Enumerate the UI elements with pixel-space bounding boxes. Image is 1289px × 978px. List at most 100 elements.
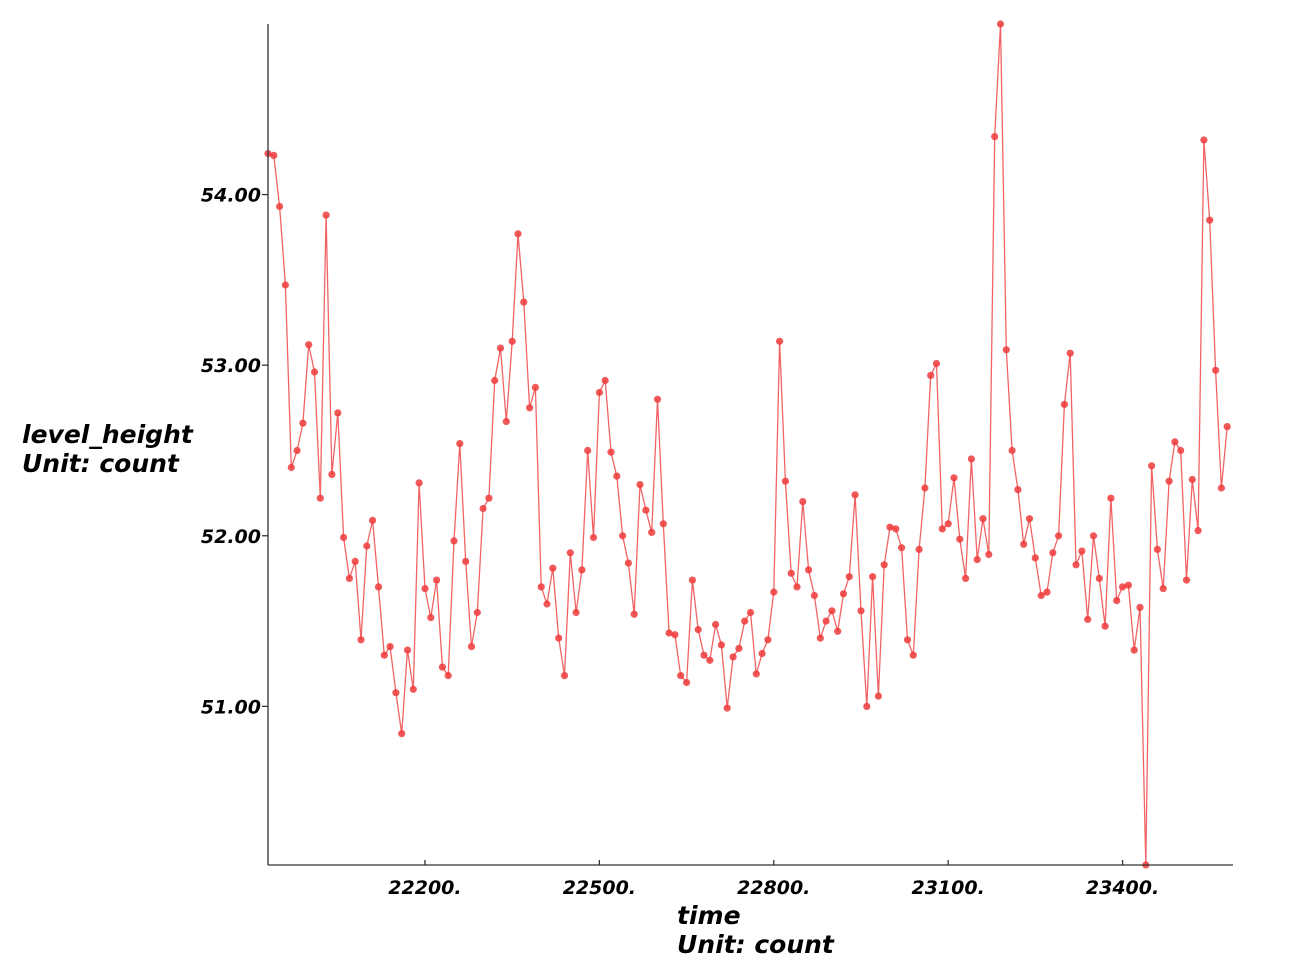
data-point bbox=[427, 614, 435, 622]
data-point bbox=[1177, 446, 1185, 455]
data-point bbox=[938, 525, 946, 533]
data-point bbox=[636, 481, 644, 489]
data-point bbox=[950, 474, 958, 482]
data-point bbox=[915, 545, 923, 554]
data-point bbox=[310, 368, 319, 376]
data-point bbox=[572, 608, 580, 617]
data-point bbox=[287, 463, 295, 472]
data-point bbox=[892, 525, 900, 533]
data-point bbox=[531, 383, 540, 391]
data-point bbox=[421, 585, 429, 593]
data-point bbox=[921, 484, 929, 492]
data-point bbox=[729, 653, 737, 661]
data-point bbox=[514, 230, 522, 238]
data-point bbox=[1002, 346, 1010, 354]
data-point bbox=[601, 376, 609, 385]
data-point bbox=[1206, 216, 1214, 224]
data-point bbox=[746, 608, 755, 617]
data-point bbox=[869, 573, 877, 581]
data-point bbox=[334, 409, 342, 417]
data-point bbox=[834, 627, 842, 635]
data-point bbox=[520, 298, 528, 306]
data-point bbox=[927, 371, 935, 379]
data-point bbox=[293, 446, 301, 455]
data-point bbox=[1136, 603, 1144, 612]
data-point bbox=[328, 470, 336, 478]
data-point bbox=[694, 626, 702, 634]
data-point bbox=[1078, 547, 1086, 555]
series-markers bbox=[264, 20, 1231, 869]
data-point bbox=[776, 337, 784, 345]
data-point bbox=[299, 419, 307, 427]
data-point bbox=[1118, 583, 1127, 591]
x-tick-label: 23100. bbox=[911, 877, 984, 899]
data-point bbox=[764, 636, 772, 644]
plot-area bbox=[264, 20, 1231, 869]
data-point bbox=[607, 448, 615, 456]
data-point bbox=[909, 651, 917, 659]
data-point bbox=[1037, 591, 1045, 600]
data-point bbox=[886, 523, 894, 531]
data-point bbox=[642, 506, 650, 514]
data-point bbox=[863, 702, 871, 711]
data-point bbox=[1031, 554, 1039, 562]
data-point bbox=[270, 151, 278, 159]
data-point bbox=[473, 608, 481, 617]
data-point bbox=[613, 472, 621, 480]
data-point bbox=[1014, 486, 1022, 494]
data-point bbox=[555, 634, 563, 642]
data-point bbox=[770, 588, 778, 596]
data-point bbox=[619, 532, 627, 540]
data-point bbox=[340, 533, 348, 542]
data-point bbox=[1159, 585, 1167, 593]
data-point bbox=[1182, 576, 1191, 584]
data-point bbox=[985, 550, 993, 559]
data-point bbox=[1008, 446, 1016, 455]
data-point bbox=[1124, 581, 1132, 589]
data-point bbox=[1130, 646, 1138, 654]
data-point bbox=[491, 376, 499, 385]
data-point bbox=[578, 566, 586, 574]
data-point bbox=[839, 590, 848, 598]
data-point bbox=[932, 359, 941, 368]
data-point bbox=[665, 629, 673, 637]
data-point bbox=[973, 556, 981, 564]
data-point bbox=[467, 643, 476, 651]
data-point bbox=[526, 404, 534, 412]
x-tick-label: 22500. bbox=[563, 877, 636, 899]
x-tick-label: 23400. bbox=[1086, 877, 1159, 899]
data-point bbox=[305, 341, 313, 349]
data-point bbox=[874, 692, 883, 700]
data-point bbox=[438, 663, 446, 671]
data-point bbox=[374, 583, 383, 591]
data-point bbox=[752, 670, 760, 678]
data-point bbox=[630, 610, 638, 618]
data-point bbox=[851, 491, 859, 499]
data-point bbox=[595, 388, 604, 397]
data-point bbox=[281, 281, 289, 289]
data-point bbox=[903, 636, 912, 644]
data-point bbox=[444, 672, 452, 680]
data-point bbox=[433, 576, 441, 584]
data-point bbox=[723, 704, 731, 712]
data-point bbox=[345, 574, 353, 583]
y-axis-ticks: 51.00 52.00 53.00 54.00 bbox=[201, 185, 268, 718]
y-tick-label: 52.00 bbox=[201, 526, 261, 548]
data-point bbox=[392, 689, 400, 697]
data-point bbox=[403, 646, 412, 654]
data-point bbox=[351, 557, 359, 566]
data-point bbox=[683, 678, 691, 687]
x-axis-ticks: 22200. 22500. 22800. 23100. 23400. bbox=[388, 860, 1159, 899]
data-point bbox=[758, 649, 766, 658]
series-line bbox=[267, 23, 1228, 866]
data-point bbox=[456, 440, 464, 448]
data-point bbox=[1060, 400, 1068, 408]
x-tick-label: 22200. bbox=[388, 877, 461, 899]
data-point bbox=[898, 544, 906, 552]
data-point bbox=[1025, 515, 1034, 523]
data-point bbox=[857, 607, 865, 615]
data-point bbox=[398, 730, 406, 738]
data-point bbox=[386, 643, 394, 651]
data-point bbox=[462, 557, 470, 566]
data-point bbox=[1020, 540, 1028, 548]
